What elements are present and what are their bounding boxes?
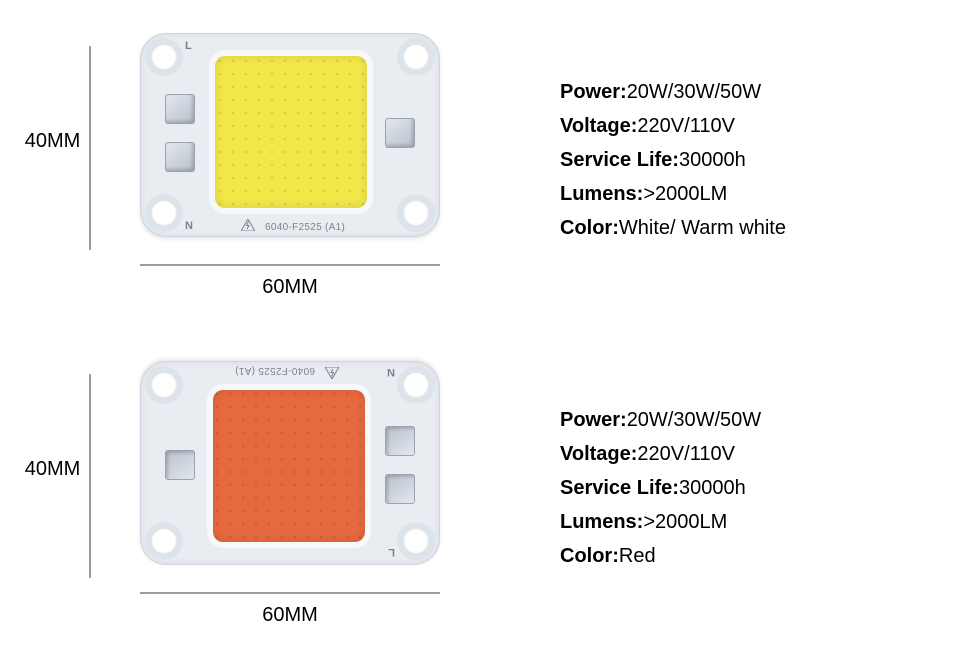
mount-hole-icon (151, 200, 177, 226)
dim-width-rule (140, 264, 440, 266)
solder-pad-icon (165, 94, 195, 124)
dim-height-label: 40MM (15, 458, 90, 481)
solder-pad-icon (385, 474, 415, 504)
led-cob-chip: L N 6040-F2525 (A1) (140, 361, 440, 565)
spec-list: Power:20W/30W/50W Voltage:220V/110V Serv… (560, 75, 940, 245)
solder-pad-icon (165, 142, 195, 172)
spec-list: Power:20W/30W/50W Voltage:220V/110V Serv… (560, 403, 940, 573)
high-voltage-icon (325, 367, 339, 379)
spec-color: Color:White/ Warm white (560, 211, 940, 245)
product-panel-white: 40MM L N 6040-F2525 (A1) 60MM Power:20W/… (0, 20, 960, 320)
spec-color: Color:Red (560, 539, 940, 573)
mount-hole-icon (403, 44, 429, 70)
spec-voltage: Voltage:220V/110V (560, 437, 940, 471)
mount-hole-icon (151, 528, 177, 554)
dim-height-label: 40MM (15, 130, 90, 153)
product-panel-red: 40MM L N 6040-F2525 (A1) 60MM Power:20W/… (0, 348, 960, 648)
mount-hole-icon (151, 372, 177, 398)
solder-pad-icon (385, 426, 415, 456)
solder-pad-icon (385, 118, 415, 148)
dim-height-rule (89, 374, 91, 578)
part-number-label: 6040-F2525 (A1) (265, 222, 345, 233)
spec-lumens: Lumens:>2000LM (560, 177, 940, 211)
mount-hole-icon (403, 528, 429, 554)
led-cob-chip: L N 6040-F2525 (A1) (140, 33, 440, 237)
spec-service-life: Service Life:30000h (560, 143, 940, 177)
spec-service-life: Service Life:30000h (560, 471, 940, 505)
high-voltage-icon (241, 219, 255, 231)
polarity-n-label: N (185, 220, 193, 232)
part-number-label: 6040-F2525 (A1) (235, 365, 315, 376)
dim-height-rule (89, 46, 91, 250)
mount-hole-icon (403, 200, 429, 226)
emitter-area (213, 390, 365, 542)
spec-voltage: Voltage:220V/110V (560, 109, 940, 143)
polarity-n-label: N (387, 366, 395, 378)
spec-power: Power:20W/30W/50W (560, 75, 940, 109)
dim-width-label: 60MM (230, 604, 350, 627)
mount-hole-icon (151, 44, 177, 70)
dim-width-rule (140, 592, 440, 594)
spec-lumens: Lumens:>2000LM (560, 505, 940, 539)
polarity-l-label: L (388, 546, 395, 558)
emitter-area (215, 56, 367, 208)
solder-pad-icon (165, 450, 195, 480)
dim-width-label: 60MM (230, 276, 350, 299)
polarity-l-label: L (185, 40, 192, 52)
mount-hole-icon (403, 372, 429, 398)
spec-power: Power:20W/30W/50W (560, 403, 940, 437)
